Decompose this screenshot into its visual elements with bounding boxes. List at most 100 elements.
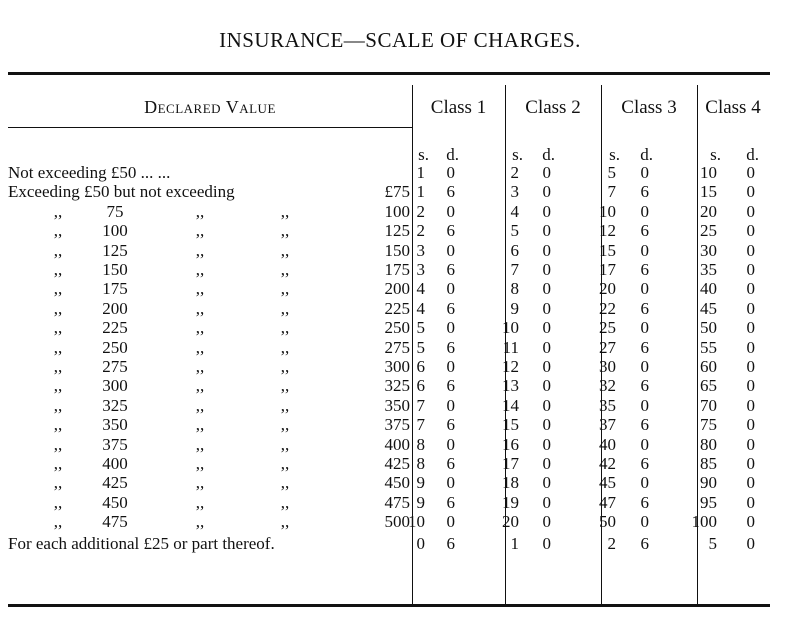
shillings-value: 50 (700, 318, 717, 338)
pence-value: 0 (542, 492, 552, 512)
range-upper: 250 (384, 318, 411, 338)
pence-value: 0 (746, 454, 756, 473)
range-upper: 425 (384, 454, 411, 473)
ditto-mark: ,, (53, 376, 63, 396)
pence-value: 0 (746, 337, 756, 357)
pence-value: 0 (542, 163, 552, 182)
pence-value: 0 (542, 279, 552, 299)
ditto-mark: ,, (53, 454, 63, 473)
range-lower: 100 (102, 221, 128, 241)
shillings-value: 6 (416, 357, 426, 376)
ditto-mark: ,, (195, 221, 205, 241)
ditto-mark: ,, (53, 298, 63, 318)
shillings-value: 9 (510, 298, 520, 318)
shillings-value: 22 (599, 298, 616, 318)
shillings-value: 8 (416, 434, 426, 454)
shillings-value: 10 (502, 318, 519, 338)
range-lower: 200 (102, 298, 128, 318)
ditto-mark: ,, (195, 279, 205, 299)
ditto-mark: ,, (280, 376, 290, 396)
pence-value: 0 (746, 415, 756, 435)
column-divider (412, 85, 413, 605)
shillings-value: 8 (510, 279, 520, 299)
pence-value: 0 (446, 512, 456, 532)
table-row: ,, 200,,,, 225 4 6 9 0 22 6 45 0 (0, 299, 800, 318)
table-row: ,, 300,,,, 325 6 6 13 0 32 6 65 0 (0, 376, 800, 395)
pence-value: 0 (542, 434, 552, 454)
shillings-value: 3 (510, 182, 520, 202)
table-row: Not exceeding £50 ... ... 1 0 2 0 5 0 10 0 (0, 163, 800, 182)
range-lower: 350 (102, 415, 128, 435)
pence-value: 6 (640, 337, 650, 357)
shillings-value: 15 (502, 415, 519, 435)
ditto-mark: ,, (280, 201, 290, 221)
pence-value: 0 (640, 240, 650, 260)
shillings-value: 9 (416, 473, 426, 493)
ditto-mark: ,, (280, 337, 290, 357)
pence-value: 0 (446, 201, 456, 221)
range-upper: 275 (384, 337, 411, 357)
pence-value: 0 (542, 337, 552, 357)
table-row: ,, 250,,,, 275 5 6 11 0 27 6 55 0 (0, 338, 800, 357)
pence-value: 0 (446, 279, 456, 299)
shillings-value: 9 (416, 492, 426, 512)
table-row: ,, 425,,,, 450 9 0 18 0 45 0 90 0 (0, 473, 800, 492)
pence-value: 0 (746, 318, 756, 338)
class-4-header: Class 4 (705, 97, 761, 118)
column-divider (601, 85, 602, 605)
ditto-mark: ,, (280, 221, 290, 241)
table-row: ,, 275,,,, 300 6 0 12 0 30 0 60 0 (0, 357, 800, 376)
pence-value: 6 (640, 260, 650, 279)
table-row: ,, 150,,,, 175 3 6 7 0 17 6 35 0 (0, 260, 800, 279)
table-row: ,, 475,,,, 500 10 0 20 0 50 0 100 0 (0, 512, 800, 531)
ditto-mark: ,, (53, 337, 63, 357)
ditto-mark: ,, (53, 434, 63, 454)
table-row: For each additional £25 or part thereof.… (0, 534, 800, 553)
bottom-rule (8, 604, 770, 607)
shillings-value: 6 (416, 376, 426, 396)
shillings-value: 90 (700, 473, 717, 493)
pence-value: 0 (446, 163, 456, 182)
pence-value: 0 (542, 533, 552, 553)
pence-value: 0 (446, 318, 456, 338)
declared-value-header: Declared Value (144, 97, 276, 117)
shillings-value: 75 (700, 415, 717, 435)
ditto-mark: ,, (195, 512, 205, 532)
range-lower: 75 (106, 201, 124, 221)
shillings-value: 7 (510, 260, 520, 279)
shillings-value: 19 (502, 492, 519, 512)
range-upper: 225 (384, 298, 411, 318)
ditto-mark: ,, (195, 454, 205, 473)
shillings-value: 25 (700, 221, 717, 241)
pence-value: 0 (446, 357, 456, 376)
range-upper: 350 (384, 395, 411, 415)
table-row: ,, 175,,,, 200 4 0 8 0 20 0 40 0 (0, 279, 800, 298)
shillings-value: 80 (700, 434, 717, 454)
ditto-mark: ,, (53, 221, 63, 241)
top-rule (8, 72, 770, 75)
shillings-value: 2 (416, 221, 426, 241)
pence-value: 0 (446, 434, 456, 454)
table-row: ,, 450,,,, 475 9 6 19 0 47 6 95 0 (0, 493, 800, 512)
ditto-mark: ,, (53, 260, 63, 279)
shillings-value: 11 (502, 337, 519, 357)
ditto-mark: ,, (53, 492, 63, 512)
ditto-mark: ,, (280, 298, 290, 318)
pence-value: 0 (542, 395, 552, 415)
pence-value: 0 (746, 201, 756, 221)
pence-value: 0 (640, 473, 650, 493)
shillings-value: 12 (502, 357, 519, 376)
pence-value: 6 (446, 533, 456, 553)
shillings-value: 6 (510, 240, 520, 260)
shillings-value: 20 (502, 512, 519, 532)
shillings-value: 27 (599, 337, 616, 357)
ditto-mark: ,, (280, 473, 290, 493)
pence-value: 0 (746, 492, 756, 512)
pence-value: 0 (542, 201, 552, 221)
row-label: For each additional £25 or part thereof. (8, 533, 275, 553)
range-upper: 200 (384, 279, 411, 299)
table-row: ,, 400,,,, 425 8 6 17 0 42 6 85 0 (0, 454, 800, 473)
ditto-mark: ,, (195, 260, 205, 279)
shillings-value: 35 (700, 260, 717, 279)
pence-value: 0 (640, 318, 650, 338)
